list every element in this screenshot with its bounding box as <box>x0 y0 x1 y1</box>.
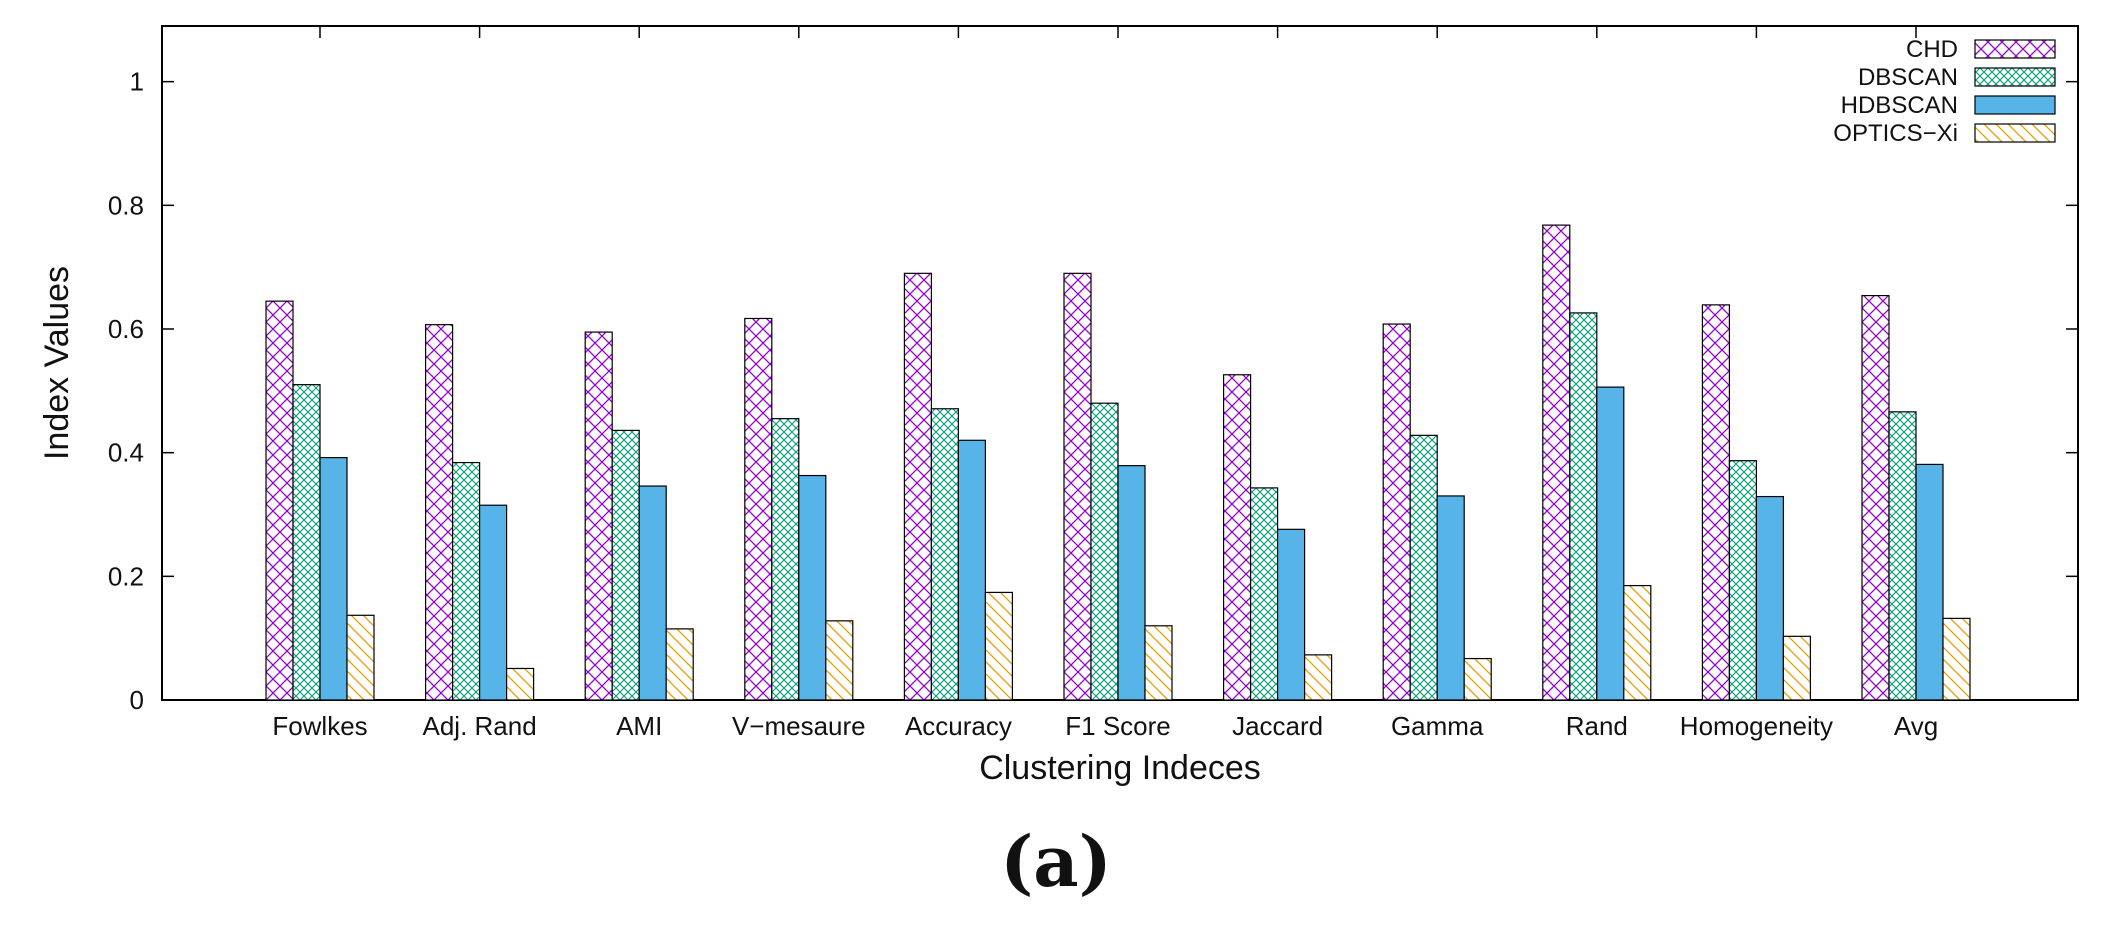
x-tick-label: Accuracy <box>905 711 1012 741</box>
legend-swatch <box>1974 95 2056 115</box>
x-tick-label: F1 Score <box>1065 711 1171 741</box>
legend-label: CHD <box>1906 36 1958 63</box>
bar-optics-xi-10 <box>1942 617 1971 701</box>
bar-optics-xi-1 <box>506 667 535 701</box>
bar-hdbscan-1 <box>479 504 508 701</box>
y-axis: 0 0.2 0.4 0.6 0.8 1 <box>108 67 2078 715</box>
x-axis-title: Clustering Indeces <box>979 749 1261 787</box>
bar-dbscan-8 <box>1569 312 1598 701</box>
bar-optics-xi-8 <box>1623 585 1652 701</box>
bar-hdbscan-10 <box>1915 463 1944 701</box>
bar-hdbscan-0 <box>319 457 348 701</box>
bar-optics-xi-0 <box>346 614 375 701</box>
x-tick-label: Fowlkes <box>272 711 367 741</box>
bar-chd-5 <box>1063 272 1092 701</box>
x-tick-label: V−mesaure <box>732 711 866 741</box>
bar-chd-2 <box>584 331 613 701</box>
bar-hdbscan-4 <box>957 439 987 701</box>
x-tick-label: Avg <box>1894 711 1938 741</box>
legend-swatch <box>1974 67 2056 87</box>
bar-dbscan-10 <box>1888 411 1917 701</box>
x-tick-label: Rand <box>1566 711 1628 741</box>
bar-chd-9 <box>1701 304 1731 701</box>
x-tick-label: Homogeneity <box>1680 711 1833 741</box>
bar-dbscan-7 <box>1409 434 1438 701</box>
x-tick-label: Jaccard <box>1232 711 1323 741</box>
bar-dbscan-5 <box>1090 402 1119 701</box>
legend-label: HDBSCAN <box>1841 92 1958 119</box>
bar-dbscan-3 <box>771 418 800 701</box>
bar-optics-xi-6 <box>1303 654 1333 701</box>
bar-chd-1 <box>425 324 454 701</box>
bar-optics-xi-2 <box>665 628 694 701</box>
bar-hdbscan-5 <box>1117 465 1146 701</box>
bar-chd-0 <box>265 300 294 701</box>
bar-dbscan-9 <box>1728 460 1758 701</box>
x-tick-label: AMI <box>616 711 662 741</box>
bar-chd-3 <box>744 317 773 701</box>
bar-dbscan-6 <box>1249 487 1279 701</box>
y-axis-title: Index Values <box>38 266 76 460</box>
bar-optics-xi-9 <box>1782 635 1812 701</box>
bar-hdbscan-6 <box>1276 528 1306 701</box>
bar-hdbscan-2 <box>638 485 667 701</box>
legend-swatch <box>1974 39 2056 59</box>
bar-dbscan-1 <box>452 461 481 701</box>
bar-chd-7 <box>1382 323 1411 701</box>
bars <box>265 224 1971 701</box>
y-tick-label: 0.6 <box>108 314 144 344</box>
x-tick-label: Gamma <box>1391 711 1484 741</box>
bar-chd-8 <box>1542 224 1571 701</box>
bar-dbscan-0 <box>292 384 321 701</box>
y-tick-label: 0.2 <box>108 561 144 591</box>
legend-swatch <box>1974 123 2056 143</box>
x-axis: Fowlkes Adj. Rand AMI V−mesaure Accuracy F1 S… <box>272 26 1938 741</box>
legend-label: DBSCAN <box>1858 64 1958 91</box>
bar-hdbscan-8 <box>1596 386 1625 701</box>
bar-optics-xi-3 <box>825 620 854 701</box>
y-tick-label: 1 <box>130 67 144 97</box>
bar-optics-xi-5 <box>1144 625 1173 701</box>
y-tick-label: 0.8 <box>108 190 144 220</box>
x-tick-label: Adj. Rand <box>423 711 537 741</box>
bar-hdbscan-7 <box>1436 495 1465 701</box>
bar-chd-10 <box>1861 295 1890 701</box>
bar-chd-6 <box>1222 374 1252 701</box>
bar-hdbscan-3 <box>798 474 827 701</box>
legend-label: OPTICS−Xi <box>1833 120 1958 147</box>
bar-hdbscan-9 <box>1755 495 1785 701</box>
bar-dbscan-2 <box>611 429 640 701</box>
y-tick-label: 0.4 <box>108 438 144 468</box>
bar-dbscan-4 <box>930 408 960 701</box>
bar-optics-xi-4 <box>984 591 1014 701</box>
bar-chd-4 <box>903 272 933 701</box>
bar-optics-xi-7 <box>1463 657 1492 701</box>
y-tick-label: 0 <box>130 685 144 715</box>
figure-caption: (a) <box>1000 820 1112 903</box>
